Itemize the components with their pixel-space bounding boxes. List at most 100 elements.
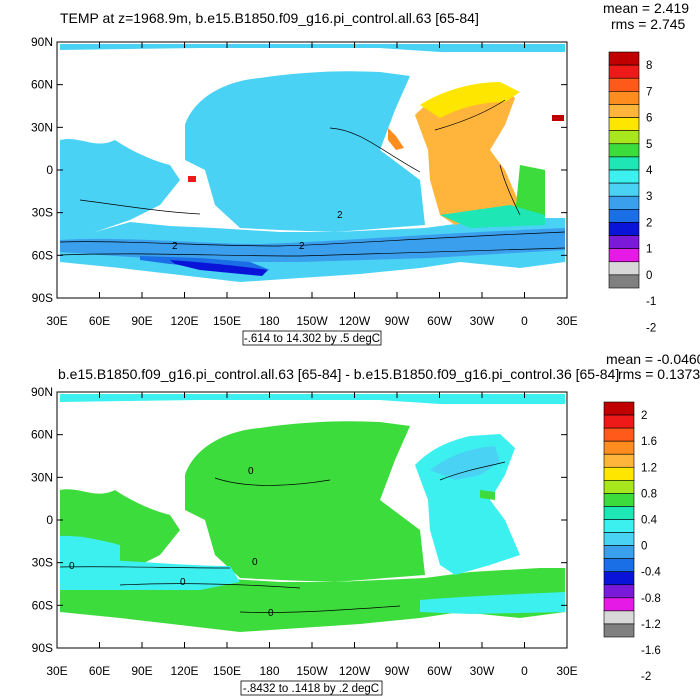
- colorbar-label: -0.8: [641, 593, 661, 605]
- lon-label: 180: [259, 314, 279, 328]
- lat-label: 90S: [32, 641, 53, 655]
- lon-label: 150W: [296, 664, 328, 678]
- panel-2-colorbar: 2 1.6 1.2 0.8 0.4 0 -0.4 -0.8 -1.2 -1.6 -2: [603, 401, 661, 683]
- lat-label: 90S: [32, 291, 53, 305]
- colorbar-swatch: [603, 610, 635, 625]
- lon-label: 90E: [131, 314, 152, 328]
- colorbar-swatch: [608, 248, 640, 263]
- colorbar-label: 0: [646, 270, 652, 282]
- colorbar-swatch: [603, 480, 635, 494]
- lon-label: 60W: [427, 314, 452, 328]
- panel-1-colorbar: 8 7 6 5 4 3 2 1 0 -1 -2: [608, 51, 656, 334]
- lon-label: 90W: [385, 314, 410, 328]
- colorbar-swatch: [608, 77, 640, 92]
- lon-label: 30E: [46, 314, 67, 328]
- lon-label: 120W: [339, 664, 371, 678]
- panel-2-contours: [59, 461, 506, 613]
- panel-2-contour-label: 0: [69, 561, 75, 572]
- lat-label: 30S: [32, 556, 53, 570]
- colorbar-swatch: [603, 440, 635, 455]
- colorbar-label: 6: [646, 113, 652, 125]
- colorbar-swatch: [603, 545, 635, 559]
- lon-label: 60E: [89, 664, 110, 678]
- panel-2-contour-label: 0: [248, 466, 254, 477]
- colorbar-swatch: [608, 195, 640, 210]
- colorbar-swatch: [608, 91, 640, 105]
- panel-2-contour-label: 0: [180, 577, 186, 588]
- lon-label: 30W: [470, 314, 495, 328]
- colorbar-swatch: [603, 519, 635, 533]
- lat-label: 60N: [31, 78, 53, 92]
- panel-1-map: [57, 42, 567, 298]
- colorbar-swatch: [608, 64, 640, 79]
- lon-label: 180: [259, 664, 279, 678]
- colorbar-swatch: [608, 169, 640, 184]
- colorbar-swatch: [603, 597, 635, 612]
- panel-2-title: b.e15.B1850.f09_g16.pi_control.all.63 [6…: [58, 366, 619, 382]
- panel-2: mean = -0.04602 b.e15.B1850.f09_g16.pi_c…: [31, 351, 700, 696]
- lat-label: 60N: [31, 428, 53, 442]
- colorbar-swatch: [603, 571, 635, 586]
- colorbar-swatch: [603, 414, 635, 429]
- colorbar-swatch: [608, 261, 640, 276]
- lon-label: 120E: [170, 314, 198, 328]
- colorbar-swatch: [608, 274, 640, 289]
- lon-label: 60E: [89, 314, 110, 328]
- lon-label: 90E: [131, 664, 152, 678]
- colorbar-swatch: [608, 222, 640, 236]
- colorbar-swatch: [608, 143, 640, 158]
- colorbar-label: -1: [646, 296, 656, 308]
- lon-label: 150E: [213, 664, 241, 678]
- colorbar-label: -2: [641, 671, 651, 683]
- panel-1-range-box: [242, 330, 382, 346]
- panel-1-rms: rms = 2.745: [611, 16, 686, 32]
- colorbar-swatch: [608, 235, 640, 249]
- panel-1-range-note: -.614 to 14.302 by .5 degC: [244, 333, 380, 345]
- colorbar-label: -1.2: [641, 619, 661, 631]
- colorbar-label: 4: [646, 165, 653, 177]
- panel-1-contour-label: 2: [172, 241, 178, 252]
- colorbar-label: 0: [641, 541, 647, 553]
- colorbar-label: 2: [641, 410, 647, 422]
- lat-label: 60S: [32, 598, 53, 612]
- colorbar-label: 5: [646, 139, 652, 151]
- colorbar-swatch: [603, 466, 635, 481]
- colorbar-label: -2: [646, 322, 656, 334]
- colorbar-swatch: [603, 532, 635, 546]
- lon-label: 120W: [339, 314, 371, 328]
- colorbar-label: 1: [646, 244, 652, 256]
- colorbar-label: 1.6: [641, 436, 657, 448]
- colorbar-label: -1.6: [641, 645, 661, 657]
- colorbar-label: -0.4: [641, 567, 661, 579]
- lat-label: 90N: [31, 385, 53, 399]
- lon-label: 90W: [385, 664, 410, 678]
- lon-label: 150E: [213, 314, 241, 328]
- lon-label: 150W: [296, 314, 328, 328]
- panel-1: TEMP at z=1968.9m, b.e15.B1850.f09_g16.p…: [31, 0, 689, 346]
- colorbar-swatch: [608, 117, 640, 131]
- lon-label: 30E: [556, 314, 577, 328]
- lat-label: 0: [46, 163, 53, 177]
- lon-label: 60W: [427, 664, 452, 678]
- colorbar-swatch: [608, 209, 640, 223]
- panel-2-range-box: [240, 680, 383, 696]
- colorbar-swatch: [603, 453, 635, 468]
- colorbar-swatch: [603, 427, 635, 442]
- lat-label: 60S: [32, 248, 53, 262]
- colorbar-label: 1.2: [641, 462, 657, 474]
- colorbar-label: 3: [646, 191, 652, 203]
- panel-2-range-note: -.8432 to .1418 by .2 degC: [243, 683, 379, 695]
- panel-1-contour-labels: 2 2 2: [172, 210, 343, 252]
- panel-2-mean: mean = -0.04602: [606, 351, 700, 367]
- panel-2-contour-labels: 0 0 0 0 0: [69, 466, 274, 619]
- lat-label: 30S: [32, 206, 53, 220]
- colorbar-swatch: [608, 156, 640, 171]
- panel-2-map: [57, 392, 567, 648]
- panel-1-mean: mean = 2.419: [603, 0, 689, 16]
- colorbar-swatch: [603, 506, 635, 520]
- colorbar-label: 0.4: [641, 515, 658, 527]
- panel-2-contour-label: 0: [252, 557, 258, 568]
- lon-label: 0: [521, 314, 528, 328]
- panel-1-title: TEMP at z=1968.9m, b.e15.B1850.f09_g16.p…: [60, 10, 479, 26]
- colorbar-swatch: [603, 401, 635, 416]
